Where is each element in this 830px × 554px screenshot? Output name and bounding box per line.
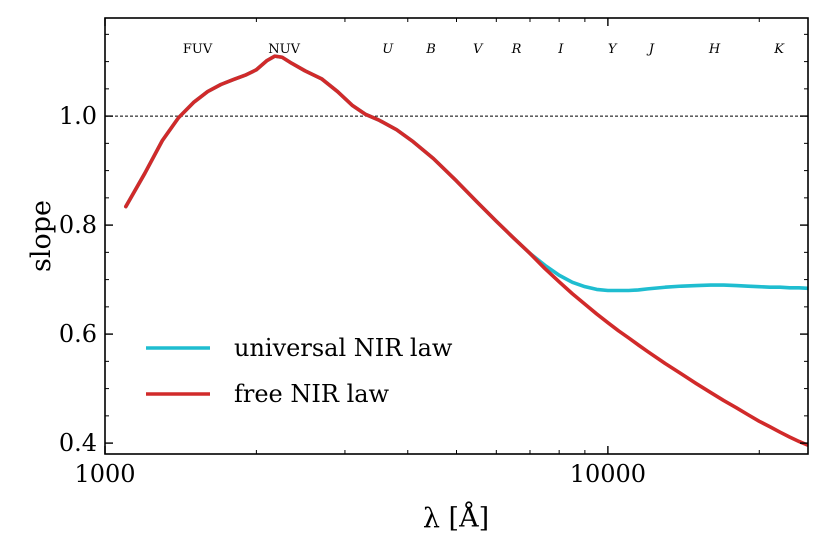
y-axis-label: slope — [26, 200, 57, 272]
band-label-v: V — [473, 42, 484, 57]
y-tick-label: 1.0 — [59, 102, 97, 130]
band-label-y: Y — [608, 42, 618, 57]
y-tick-label: 0.6 — [59, 320, 97, 348]
legend: universal NIR law free NIR law — [146, 334, 453, 408]
band-label-nuv: NUV — [268, 42, 300, 57]
y-tick-label: 0.4 — [59, 429, 97, 457]
band-labels: FUV NUV U B V R I Y J H K — [183, 42, 785, 57]
series-line-free — [124, 54, 808, 448]
y-tick-label: 0.8 — [59, 211, 97, 239]
legend-label-universal: universal NIR law — [234, 334, 453, 362]
band-label-fuv: FUV — [183, 42, 213, 57]
band-label-i: I — [557, 42, 564, 57]
tick-layer: 0.4 0.6 0.8 1.0 1000 10000 — [59, 18, 808, 488]
band-label-h: H — [708, 42, 721, 57]
series-line-universal — [124, 54, 808, 293]
band-label-j: J — [646, 42, 655, 57]
band-label-b: B — [425, 42, 436, 57]
x-axis-label: λ [Å] — [423, 501, 489, 534]
band-label-u: U — [382, 42, 394, 57]
series-layer — [124, 54, 808, 448]
band-label-r: R — [511, 42, 522, 57]
x-tick-label: 10000 — [570, 460, 646, 488]
legend-label-free: free NIR law — [234, 380, 390, 408]
band-label-k: K — [773, 42, 785, 57]
x-tick-label: 1000 — [74, 460, 135, 488]
